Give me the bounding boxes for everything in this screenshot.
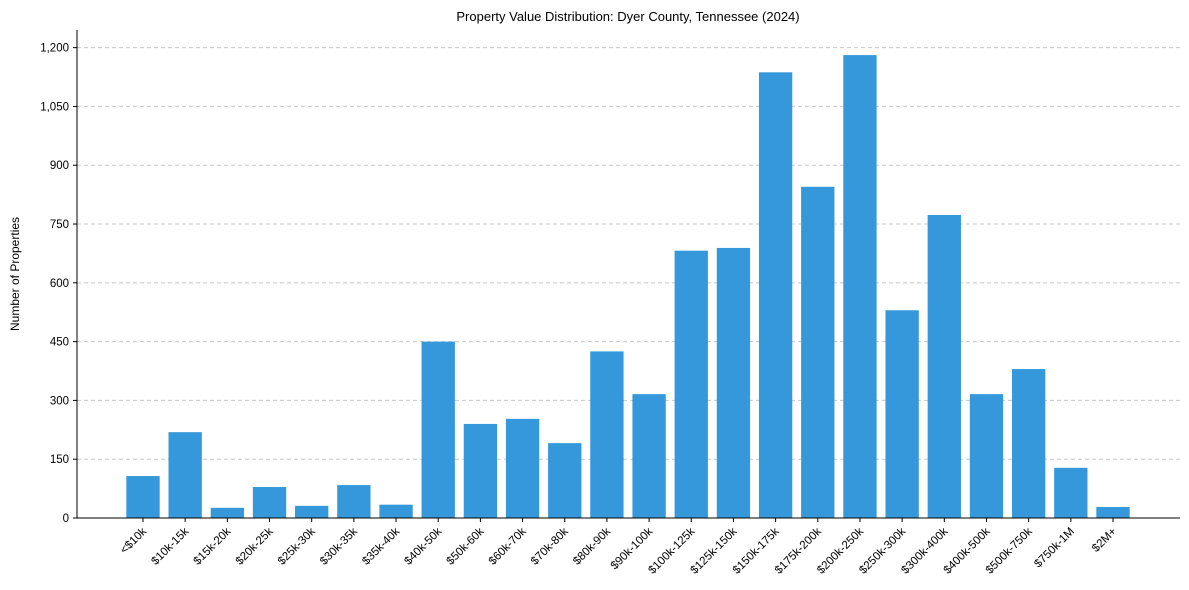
bar xyxy=(337,485,371,518)
y-tick-label: 1,050 xyxy=(40,101,69,113)
x-tick-label: $40k-50k xyxy=(402,525,444,567)
bar xyxy=(252,487,287,518)
x-tick-label: $15k-20k xyxy=(192,525,234,567)
bar xyxy=(801,186,835,518)
x-tick-label: $60k-70k xyxy=(487,525,529,567)
x-tick-label: $750k-1M xyxy=(1032,526,1077,571)
bar xyxy=(1096,507,1130,518)
bar xyxy=(969,394,1004,518)
x-tick-label: $50k-60k xyxy=(445,525,487,567)
bar xyxy=(548,443,582,518)
bar xyxy=(716,247,751,518)
bar xyxy=(421,341,455,518)
bar xyxy=(463,423,498,518)
x-tick-label: $80k-90k xyxy=(571,525,613,567)
bar xyxy=(126,476,160,518)
x-ticks: <$10k $10k-15k $15k-20k $20k-25k $25k-30k $30… xyxy=(118,518,1119,577)
y-tick-label: 750 xyxy=(50,219,69,231)
x-tick-label: $2M+ xyxy=(1090,525,1119,554)
x-tick-label: $25k-30k xyxy=(276,525,318,567)
x-tick-label: <$10k xyxy=(118,525,149,556)
x-tick-label: $10k-15k xyxy=(149,525,191,567)
bar xyxy=(758,72,793,519)
chart-title: Property Value Distribution: Dyer County… xyxy=(456,9,799,24)
bar xyxy=(927,215,961,518)
x-tick-label: $70k-80k xyxy=(529,525,571,567)
axes xyxy=(76,30,1180,519)
x-tick-label: $20k-25k xyxy=(234,525,276,567)
y-tick-label: 1,200 xyxy=(40,43,69,55)
y-tick-label: 0 xyxy=(63,513,69,525)
bar xyxy=(295,505,329,518)
bar xyxy=(379,504,413,518)
bar xyxy=(168,432,202,518)
y-tick-label: 600 xyxy=(50,278,69,290)
y-tick-label: 150 xyxy=(50,454,69,466)
bar xyxy=(843,55,877,519)
bar xyxy=(632,394,666,518)
bar xyxy=(210,507,245,518)
bars xyxy=(126,55,1130,519)
y-tick-label: 450 xyxy=(50,337,69,349)
y-ticks: 0 150 300 450 600 750 900 1,050 1,200 xyxy=(40,43,77,525)
bar xyxy=(674,250,708,518)
y-tick-label: 900 xyxy=(50,160,69,172)
x-tick-label: $35k-40k xyxy=(360,525,402,567)
y-tick-label: 300 xyxy=(50,395,69,407)
bar xyxy=(885,310,919,518)
y-axis-label: Number of Properties xyxy=(8,217,22,331)
bar xyxy=(1011,369,1046,518)
bar xyxy=(590,351,624,518)
bar xyxy=(1054,467,1088,518)
x-tick-label: $30k-35k xyxy=(318,525,360,567)
bar xyxy=(505,418,540,518)
